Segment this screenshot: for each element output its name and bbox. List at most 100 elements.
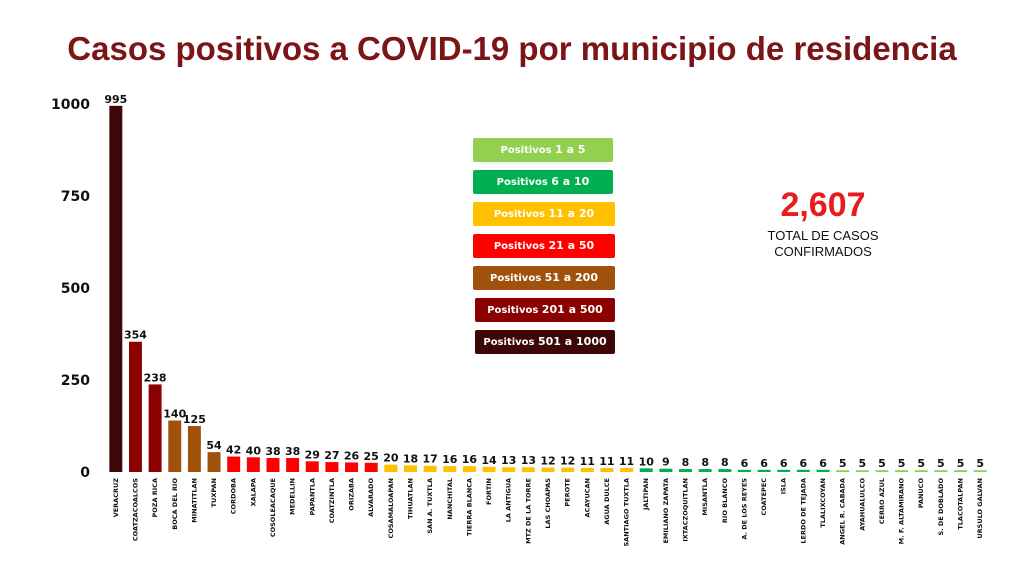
bar <box>266 458 280 472</box>
x-tick-label: SANTIAGO TUXTLA <box>623 478 631 547</box>
bar <box>875 470 889 472</box>
data-label: 6 <box>800 457 808 470</box>
legend-item: Positivos 201 a 500 <box>475 298 615 322</box>
data-label: 125 <box>183 413 206 426</box>
legend-prefix: Positivos <box>493 209 549 220</box>
bar <box>482 466 496 472</box>
bar <box>521 467 535 472</box>
bar <box>246 457 260 472</box>
bar <box>305 461 319 472</box>
bar <box>757 469 771 472</box>
y-tick-label: 0 <box>80 465 90 481</box>
data-label: 5 <box>937 457 945 470</box>
data-label: 13 <box>501 454 516 467</box>
data-label: 38 <box>285 445 300 458</box>
legend-range: 201 a 500 <box>541 303 603 316</box>
data-label: 42 <box>226 444 241 457</box>
data-label: 16 <box>442 453 458 466</box>
legend-item: Positivos 1 a 5 <box>473 138 613 162</box>
legend-prefix: Positivos <box>487 305 542 316</box>
data-label: 29 <box>305 448 320 461</box>
bar <box>443 466 457 472</box>
x-tick-label: EMILIANO ZAPATA <box>662 478 670 544</box>
bar <box>286 458 300 472</box>
x-tick-label: MISANTLA <box>701 478 709 516</box>
y-tick-label: 500 <box>61 281 90 297</box>
bar <box>620 467 634 472</box>
data-label: 995 <box>104 93 127 106</box>
x-tick-label: TUXPAN <box>210 478 218 507</box>
x-tick-label: IXTACZOQUITLAN <box>682 478 690 542</box>
x-tick-label: VERACRUZ <box>112 478 120 518</box>
total-label-line1: TOTAL DE CASOS <box>767 228 879 243</box>
legend-prefix: Positivos <box>493 241 549 252</box>
legend-prefix: Positivos <box>483 337 538 348</box>
x-tick-label: S. DE DOBLADO <box>937 478 945 536</box>
x-tick-label: ACAYUCAN <box>583 478 591 517</box>
data-label: 238 <box>144 371 167 384</box>
bar <box>187 426 201 472</box>
x-tick-label: COATZACOALCOS <box>131 478 139 541</box>
x-tick-label: MTZ DE LA TORRE <box>524 478 532 544</box>
x-tick-label: PAPANTLA <box>308 478 316 515</box>
data-label: 20 <box>383 452 399 465</box>
legend-item: Positivos 21 a 50 <box>473 234 615 258</box>
x-tick-label: COSAMALOAPAN <box>387 478 395 538</box>
x-tick-label: AGUA DULCE <box>603 478 611 525</box>
x-tick-label: ISLA <box>780 478 788 494</box>
legend-prefix: Positivos <box>490 273 545 284</box>
bar <box>227 456 241 472</box>
data-label: 5 <box>976 457 984 470</box>
x-tick-label: LAS CHOAPAS <box>544 478 552 529</box>
data-label: 11 <box>580 455 595 468</box>
bar <box>541 467 555 472</box>
bar <box>855 470 869 472</box>
legend-item: Positivos 501 a 1000 <box>475 330 615 354</box>
bar <box>580 467 594 472</box>
bar <box>404 465 417 472</box>
x-tick-label: TLALIXCOYAN <box>819 478 827 528</box>
x-tick-label: LA ANTIGUA <box>505 478 513 522</box>
bar <box>109 105 123 472</box>
x-tick-label: BOCA DEL RIO <box>171 478 179 530</box>
data-label: 10 <box>639 455 655 468</box>
bar <box>718 469 732 472</box>
bar <box>384 464 398 472</box>
x-tick-label: COSOLEACAQUE <box>269 478 277 537</box>
y-tick-label: 750 <box>61 189 90 205</box>
data-label: 140 <box>163 407 186 420</box>
data-label: 38 <box>265 445 280 458</box>
data-label: 354 <box>124 329 147 342</box>
x-tick-label: FORTIN <box>485 478 493 505</box>
x-tick-label: PEROTE <box>564 478 572 507</box>
total-cases-label: TOTAL DE CASOS CONFIRMADOS <box>700 228 946 260</box>
bar <box>364 462 378 472</box>
data-label: 6 <box>819 457 827 470</box>
x-tick-label: MINATITLAN <box>190 478 198 523</box>
data-label: 5 <box>858 457 866 470</box>
data-label: 9 <box>662 456 670 469</box>
bar <box>934 470 948 472</box>
x-tick-label: MEDELLIN <box>289 478 297 515</box>
x-tick-label: LERDO DE TEJADA <box>799 478 807 544</box>
data-label: 6 <box>741 457 749 470</box>
x-tick-label: PANUCO <box>917 478 925 509</box>
data-label: 11 <box>619 455 634 468</box>
data-label: 6 <box>760 457 768 470</box>
data-label: 5 <box>878 457 886 470</box>
x-tick-label: TLACOTALPAN <box>957 478 965 530</box>
x-tick-label: SAN A. TUXTLA <box>426 478 434 534</box>
data-label: 40 <box>246 444 262 457</box>
data-label: 54 <box>206 439 222 452</box>
bar <box>128 341 142 472</box>
data-label: 16 <box>462 453 478 466</box>
bar <box>698 469 712 472</box>
total-label-line2: CONFIRMADOS <box>774 244 872 259</box>
total-cases-value: 2,607 <box>780 186 866 224</box>
bar <box>639 468 653 472</box>
data-label: 17 <box>422 453 437 466</box>
legend-prefix: Positivos <box>496 177 552 188</box>
bar <box>423 465 437 472</box>
data-label: 5 <box>917 457 925 470</box>
legend-item: Positivos 6 a 10 <box>473 170 613 194</box>
